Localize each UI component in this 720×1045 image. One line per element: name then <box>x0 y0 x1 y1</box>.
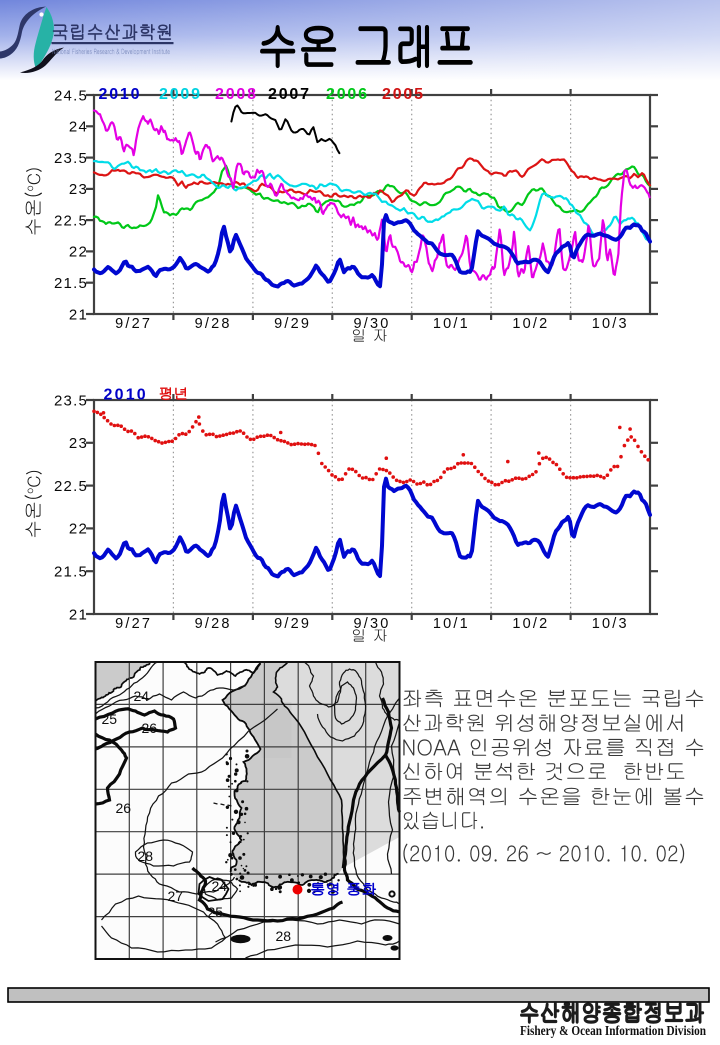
svg-text:Fishery & Ocean Information Di: Fishery & Ocean Information Division <box>520 1023 706 1038</box>
svg-text:24: 24 <box>212 878 228 894</box>
svg-text:9/27: 9/27 <box>115 316 152 332</box>
svg-text:22: 22 <box>69 521 88 538</box>
svg-text:2009: 2009 <box>159 86 202 103</box>
svg-text:2008: 2008 <box>215 86 258 103</box>
svg-text:9/29: 9/29 <box>274 316 311 332</box>
svg-text:10/3: 10/3 <box>592 616 629 632</box>
svg-text:24.5: 24.5 <box>54 87 88 104</box>
svg-text:10/2: 10/2 <box>512 616 549 632</box>
svg-text:23.5: 23.5 <box>54 150 88 167</box>
svg-text:24: 24 <box>69 119 88 136</box>
svg-text:9/30: 9/30 <box>353 616 390 632</box>
svg-text:10/3: 10/3 <box>592 316 629 332</box>
svg-text:23: 23 <box>69 181 88 198</box>
svg-text:25: 25 <box>208 904 224 920</box>
svg-text:2007: 2007 <box>268 86 311 103</box>
svg-text:9/29: 9/29 <box>274 616 311 632</box>
svg-text:22.5: 22.5 <box>54 212 88 229</box>
svg-text:10/1: 10/1 <box>433 616 470 632</box>
svg-text:10/2: 10/2 <box>512 316 549 332</box>
svg-text:23: 23 <box>69 435 88 452</box>
svg-text:2010: 2010 <box>104 387 148 404</box>
svg-text:26: 26 <box>142 720 158 736</box>
svg-text:9/30: 9/30 <box>353 316 390 332</box>
svg-text:22: 22 <box>69 244 88 261</box>
svg-text:24: 24 <box>134 688 150 704</box>
svg-text:21: 21 <box>69 306 88 323</box>
svg-text:22.5: 22.5 <box>54 478 88 495</box>
svg-text:9/28: 9/28 <box>195 316 232 332</box>
svg-text:2010: 2010 <box>99 86 142 103</box>
svg-text:21: 21 <box>69 606 88 623</box>
svg-text:23.5: 23.5 <box>54 392 88 409</box>
svg-text:2006: 2006 <box>326 86 369 103</box>
svg-text:28: 28 <box>138 848 154 864</box>
svg-text:25: 25 <box>102 711 118 727</box>
svg-text:2005: 2005 <box>382 86 425 103</box>
svg-text:10/1: 10/1 <box>433 316 470 332</box>
svg-text:21.5: 21.5 <box>54 564 88 581</box>
svg-text:9/28: 9/28 <box>195 616 232 632</box>
svg-text:26: 26 <box>116 800 132 816</box>
svg-text:21.5: 21.5 <box>54 275 88 292</box>
svg-text:28: 28 <box>276 928 292 944</box>
svg-text:27: 27 <box>168 888 184 904</box>
svg-text:9/27: 9/27 <box>115 616 152 632</box>
